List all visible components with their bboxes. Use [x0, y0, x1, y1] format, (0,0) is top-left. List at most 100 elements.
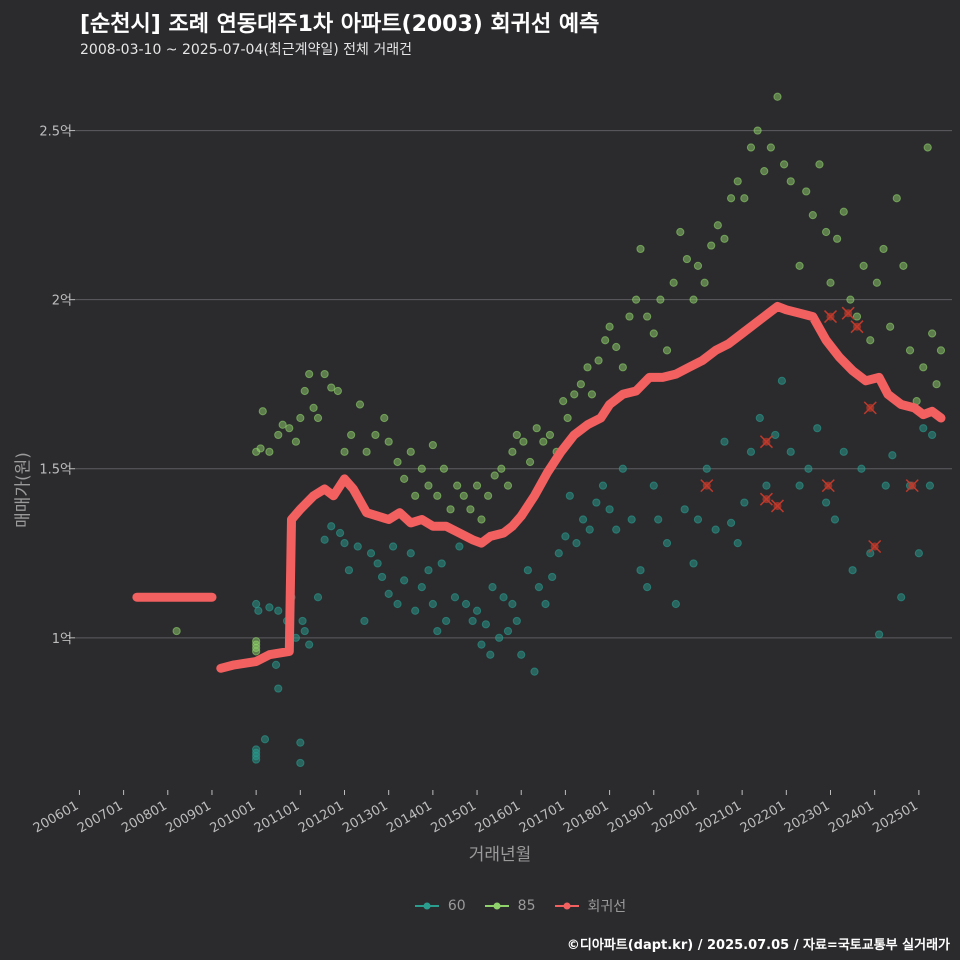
legend-swatch-regression	[554, 902, 579, 910]
y-tick-label: 2억	[52, 294, 72, 309]
data-point-85	[327, 383, 336, 392]
data-point-85	[892, 194, 901, 203]
data-point-85	[380, 413, 389, 423]
data-point-60	[477, 640, 486, 649]
data-point-60	[499, 593, 508, 602]
data-point-60	[565, 491, 574, 500]
data-point-85	[713, 221, 722, 230]
data-point-60	[274, 606, 283, 615]
data-point-85	[689, 295, 698, 304]
data-point-85	[285, 424, 294, 433]
data-point-60	[726, 518, 736, 527]
legend-swatch-60	[414, 902, 439, 910]
data-point-85	[258, 407, 267, 416]
data-point-85	[417, 464, 426, 473]
data-point-85	[576, 380, 585, 389]
y-tick-labels: 1억 1.5억 2억 2.5억	[39, 125, 72, 647]
data-point-60	[377, 572, 387, 582]
data-point-60	[300, 626, 309, 636]
data-point-60	[627, 515, 636, 524]
data-point-60	[406, 549, 415, 558]
data-point-60	[327, 522, 336, 531]
data-point-85	[439, 464, 449, 473]
data-point-85	[905, 346, 915, 355]
data-point-85	[309, 403, 318, 412]
data-point-85	[773, 92, 782, 101]
x-tick-label: 202101	[694, 798, 744, 836]
data-point-85	[424, 481, 433, 490]
data-point-85	[371, 430, 380, 440]
data-point-85	[601, 336, 610, 345]
cancelled-cross	[868, 539, 882, 554]
data-point-60	[830, 515, 840, 524]
cancelled-cross	[863, 401, 877, 415]
data-point-60	[605, 505, 614, 514]
data-point-60	[813, 424, 822, 433]
data-point-60	[523, 566, 532, 575]
x-tick-label: 202501	[870, 798, 920, 836]
x-tick-label: 201501	[429, 798, 479, 836]
data-point-85	[539, 437, 548, 446]
data-point-85	[305, 369, 314, 379]
data-point-85	[570, 390, 579, 399]
data-point-60	[468, 616, 477, 626]
data-point-60	[888, 451, 897, 460]
chart-title: [순천시] 조례 연동대주1차 아파트(2003) 회귀선 예측	[80, 12, 600, 37]
data-point-60	[786, 447, 795, 456]
data-point-60	[360, 616, 369, 626]
data-point-85	[472, 481, 482, 490]
data-point-85	[786, 177, 795, 186]
data-point-60	[411, 606, 420, 615]
data-point-60	[353, 542, 362, 551]
data-point-85	[296, 413, 305, 423]
data-point-60	[821, 498, 831, 507]
data-point-60	[274, 684, 283, 693]
data-point-85	[466, 505, 475, 514]
data-point-85	[587, 390, 597, 399]
cancelled-marker	[759, 492, 773, 506]
data-point-85	[780, 160, 789, 169]
legend-label-60: 60	[447, 898, 466, 914]
data-point-85	[707, 241, 716, 250]
data-point-85	[726, 194, 736, 203]
data-point-85	[625, 312, 634, 321]
x-tick-label: 202201	[738, 798, 788, 836]
data-point-60	[755, 413, 764, 423]
cancelled-marker	[868, 539, 882, 554]
regression-line	[132, 301, 946, 673]
data-point-60	[265, 603, 274, 612]
cancelled-cross	[700, 479, 714, 493]
legend-item-85: 85	[484, 896, 536, 916]
data-point-85	[740, 194, 749, 203]
data-point-85	[545, 430, 555, 440]
data-point-60	[649, 481, 658, 490]
data-point-85	[766, 143, 775, 152]
y-tick-label: 1억	[52, 632, 72, 647]
data-point-60	[777, 376, 787, 385]
data-point-85	[446, 505, 455, 514]
data-point-60	[804, 464, 813, 473]
data-point-85	[833, 234, 842, 243]
data-point-85	[411, 491, 420, 500]
data-point-60	[433, 626, 442, 636]
data-point-60	[252, 745, 261, 754]
data-point-60	[254, 606, 263, 615]
data-point-85	[852, 312, 862, 321]
data-point-60	[428, 599, 437, 609]
legend-item-regression: 회귀선	[554, 896, 627, 916]
data-point-85	[355, 400, 365, 409]
data-point-85	[459, 491, 468, 500]
data-point-60	[720, 437, 729, 446]
y-tick-label: 1.5억	[39, 463, 72, 478]
legend-label-regression: 회귀선	[587, 899, 627, 915]
data-point-85	[923, 143, 932, 152]
cancelled-marker	[863, 401, 877, 415]
data-point-60	[914, 549, 923, 558]
data-point-85	[669, 278, 678, 287]
data-point-60	[486, 650, 495, 659]
x-tick-label: 201601	[473, 798, 523, 836]
legend-swatch-85	[484, 902, 509, 910]
data-point-60	[643, 583, 652, 592]
data-point-85	[700, 278, 709, 287]
data-point-85	[682, 254, 692, 264]
